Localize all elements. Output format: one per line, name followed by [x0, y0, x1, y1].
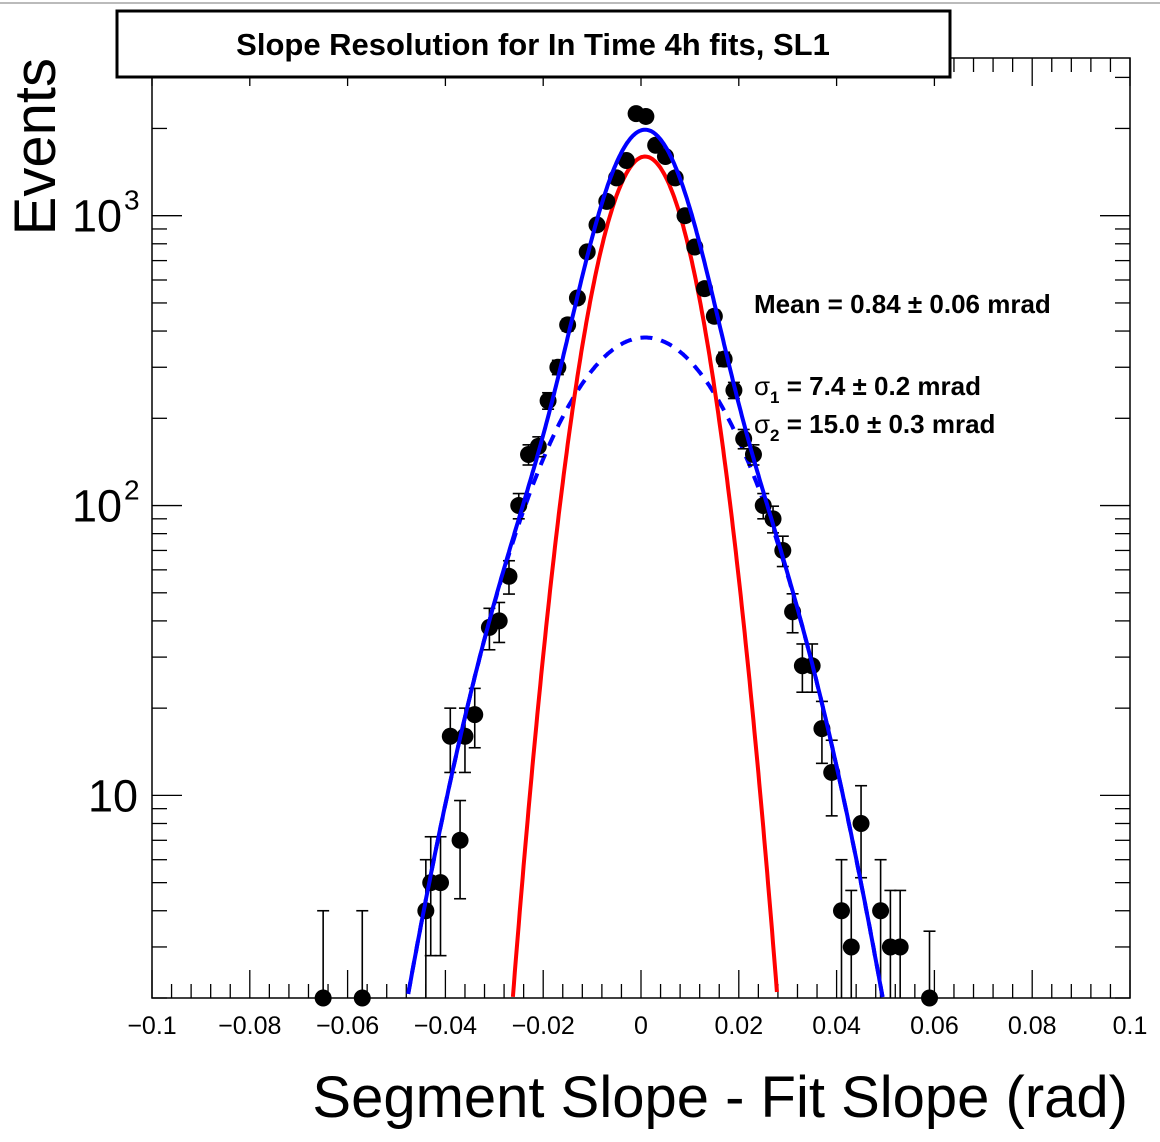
sigma2-symbol: σ [754, 409, 770, 439]
data-point [842, 889, 860, 998]
x-tick-label: −0.04 [414, 1012, 477, 1040]
data-marker [637, 107, 655, 125]
narrow-gaussian-curve [510, 154, 779, 998]
data-marker [353, 989, 371, 1007]
data-point [891, 889, 909, 998]
sigma2-text: = 15.0 ± 0.3 mrad [780, 409, 996, 439]
sigma1-text: = 7.4 ± 0.2 mrad [780, 371, 981, 401]
series-total-fit-line [406, 127, 885, 998]
data-marker [891, 938, 909, 956]
data-marker [441, 727, 459, 745]
data-point [637, 107, 655, 125]
data-point [353, 909, 371, 1007]
x-tick-label: 0.06 [910, 1012, 959, 1040]
y-tick-label: 10 [72, 481, 122, 532]
x-tick-label: −0.1 [127, 1012, 176, 1040]
sigma2-subscript: 2 [770, 426, 779, 445]
data-marker [832, 902, 850, 920]
fit-annotations: Mean = 0.84 ± 0.06 mrad σ1 = 7.4 ± 0.2 m… [754, 289, 1051, 445]
wide-gaussian-curve [406, 335, 885, 998]
x-tick-label: −0.02 [512, 1012, 575, 1040]
x-axis-label: Segment Slope - Fit Slope (rad) [312, 1065, 1128, 1130]
sigma1-symbol: σ [754, 371, 770, 401]
mean-annotation: Mean = 0.84 ± 0.06 mrad [754, 289, 1051, 319]
y-tick-label-exponent: 3 [124, 185, 140, 216]
data-point [617, 152, 635, 170]
data-marker [432, 874, 450, 892]
chart-title: Slope Resolution for In Time 4h fits, SL… [236, 27, 830, 62]
data-marker [842, 938, 860, 956]
x-axis: −0.1 −0.08 −0.06 −0.04 −0.02 0 0.02 0.04 0.06 0.0… [127, 58, 1147, 1040]
x-tick-label: 0 [634, 1012, 648, 1040]
data-point [314, 909, 332, 1007]
x-tick-label: 0.08 [1008, 1012, 1057, 1040]
data-point [490, 601, 508, 644]
total-fit-curve [406, 127, 885, 998]
data-point [921, 930, 939, 1007]
x-tick-label: −0.06 [316, 1012, 379, 1040]
y-tick-label-exponent: 2 [124, 475, 140, 506]
data-marker [852, 814, 870, 832]
title-frame [115, 9, 952, 79]
x-tick-label: −0.08 [218, 1012, 281, 1040]
y-tick-label: 10 [88, 770, 138, 821]
data-point [832, 858, 850, 998]
x-tick-label: 0.02 [714, 1012, 763, 1040]
data-point [432, 835, 450, 957]
sigma1-subscript: 1 [770, 388, 779, 407]
series-narrow-gaussian-line [510, 154, 779, 998]
data-marker [872, 902, 890, 920]
data-marker [314, 989, 332, 1007]
x-tick-label: 0.04 [812, 1012, 861, 1040]
sigma1-annotation: σ1 = 7.4 ± 0.2 mrad [754, 371, 981, 407]
data-marker [617, 152, 635, 170]
y-tick-label: 10 [72, 191, 122, 242]
data-marker [466, 706, 484, 724]
x-tick-label: 0.1 [1113, 1012, 1148, 1040]
data-marker [451, 831, 469, 849]
title-box: Slope Resolution for In Time 4h fits, SL… [115, 9, 952, 79]
data-marker [490, 612, 508, 630]
data-point [852, 784, 870, 879]
sigma2-annotation: σ2 = 15.0 ± 0.3 mrad [754, 409, 995, 445]
y-axis-label: Events [3, 58, 68, 235]
data-point [451, 799, 469, 900]
data-point [441, 707, 459, 774]
data-marker [921, 989, 939, 1007]
series-wide-gaussian-line [406, 335, 885, 998]
